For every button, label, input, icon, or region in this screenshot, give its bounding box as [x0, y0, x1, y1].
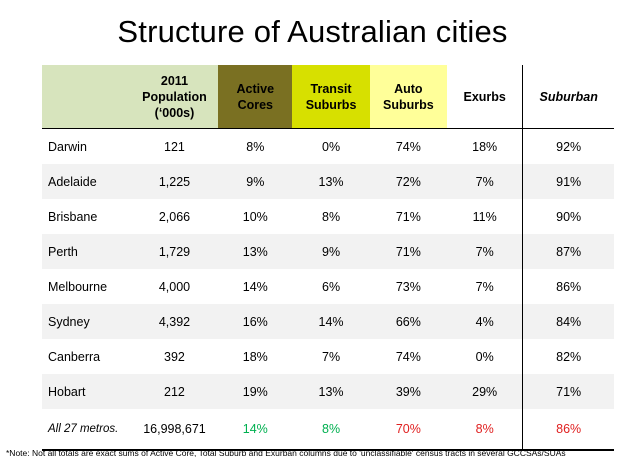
cell-city: Sydney	[42, 304, 131, 339]
cell-suburban: 90%	[522, 199, 614, 234]
total-population: 16,998,671	[130, 409, 219, 451]
total-row: All 27 metros. 16,998,671 14% 8% 70% 8% 86%	[42, 409, 614, 451]
header-transit-suburbs: Transit Suburbs	[292, 65, 370, 129]
table-row: Adelaide 1,225 9% 13% 72% 7% 91%	[42, 164, 614, 199]
header-active-cores: Active Cores	[218, 65, 293, 129]
cell-active-cores: 18%	[242, 349, 268, 364]
cell-active-cores: 10%	[242, 209, 268, 224]
total-transit-suburbs: 8%	[292, 409, 370, 451]
cell-transit-suburbs: 14%	[292, 304, 370, 339]
cell-active-cores: 8%	[246, 139, 265, 154]
header-auto-suburbs: Auto Suburbs	[369, 65, 447, 129]
cell-auto-suburbs: 66%	[369, 304, 447, 339]
cell-exurbs: 4%	[447, 304, 523, 339]
cell-population: 1,729	[130, 234, 219, 269]
total-auto-suburbs: 70%	[369, 409, 447, 451]
cell-suburban: 71%	[522, 374, 614, 409]
cell-active-cores: 16%	[218, 304, 293, 339]
cell-transit-suburbs: 7%	[322, 349, 341, 364]
cell-suburban: 87%	[522, 234, 614, 269]
cell-population: 4,392	[130, 304, 219, 339]
footnote: *Note: Not all totals are exact sums of …	[6, 448, 566, 458]
cell-transit-suburbs: 9%	[292, 234, 370, 269]
cell-suburban: 82%	[522, 339, 614, 374]
table-row: Melbourne 4,000 14% 6% 73% 7% 86%	[42, 269, 614, 304]
cell-active-cores: 9%	[218, 164, 293, 199]
table-row: Perth 1,729 13% 9% 71% 7% 87%	[42, 234, 614, 269]
cell-transit-suburbs: 6%	[322, 279, 341, 294]
cell-suburban: 86%	[522, 269, 614, 304]
total-suburban: 86%	[522, 409, 614, 451]
cell-city: Darwin	[48, 139, 87, 154]
cell-active-cores: 13%	[218, 234, 293, 269]
cell-population: 212	[130, 374, 219, 409]
cell-city: Hobart	[42, 374, 131, 409]
table-row: Darwin 121 8% 0% 74% 18% 92%	[42, 128, 614, 164]
page-title: Structure of Australian cities	[117, 14, 508, 49]
total-active-cores: 14%	[218, 409, 293, 451]
cell-exurbs: 18%	[472, 139, 498, 154]
table-row: Hobart 212 19% 13% 39% 29% 71%	[42, 374, 614, 409]
cell-transit-suburbs: 13%	[292, 164, 370, 199]
header-suburban: Suburban	[522, 65, 614, 129]
cell-active-cores: 14%	[242, 279, 268, 294]
cell-population: 392	[164, 349, 185, 364]
cell-auto-suburbs: 71%	[395, 209, 421, 224]
cell-auto-suburbs: 72%	[369, 164, 447, 199]
cell-population: 121	[164, 139, 185, 154]
table-row: Brisbane 2,066 10% 8% 71% 11% 90%	[42, 199, 614, 234]
cell-suburban: 91%	[522, 164, 614, 199]
cell-auto-suburbs: 74%	[395, 139, 421, 154]
cell-suburban: 92%	[522, 128, 614, 164]
table-row: Sydney 4,392 16% 14% 66% 4% 84%	[42, 304, 614, 339]
cell-exurbs: 0%	[475, 349, 494, 364]
cell-transit-suburbs: 13%	[292, 374, 370, 409]
cell-auto-suburbs: 73%	[395, 279, 421, 294]
cell-auto-suburbs: 71%	[369, 234, 447, 269]
table-row: Canberra 392 18% 7% 74% 0% 82%	[42, 339, 614, 374]
cities-table: 2011 Population (‘000s) Active Cores Tra…	[42, 65, 614, 451]
header-city	[42, 65, 131, 129]
cell-exurbs: 7%	[447, 234, 523, 269]
cell-active-cores: 19%	[218, 374, 293, 409]
cell-transit-suburbs: 8%	[322, 209, 341, 224]
cell-exurbs: 7%	[447, 164, 523, 199]
cell-population: 1,225	[130, 164, 219, 199]
header-population: 2011 Population (‘000s)	[130, 65, 219, 129]
cell-transit-suburbs: 0%	[322, 139, 341, 154]
header-row: 2011 Population (‘000s) Active Cores Tra…	[42, 65, 614, 129]
cell-city: Brisbane	[48, 209, 98, 224]
total-exurbs: 8%	[447, 409, 523, 451]
header-exurbs: Exurbs	[447, 65, 523, 129]
cell-auto-suburbs: 39%	[369, 374, 447, 409]
cell-population: 4,000	[158, 279, 191, 294]
cell-exurbs: 29%	[447, 374, 523, 409]
cell-city: Melbourne	[48, 279, 108, 294]
cell-city: Canberra	[48, 349, 101, 364]
cell-city: Adelaide	[42, 164, 131, 199]
cell-suburban: 84%	[522, 304, 614, 339]
cell-auto-suburbs: 74%	[395, 349, 421, 364]
cell-city: Perth	[42, 234, 131, 269]
cell-exurbs: 11%	[472, 209, 497, 224]
cell-population: 2,066	[158, 209, 191, 224]
total-city: All 27 metros.	[42, 409, 131, 451]
cell-exurbs: 7%	[475, 279, 494, 294]
